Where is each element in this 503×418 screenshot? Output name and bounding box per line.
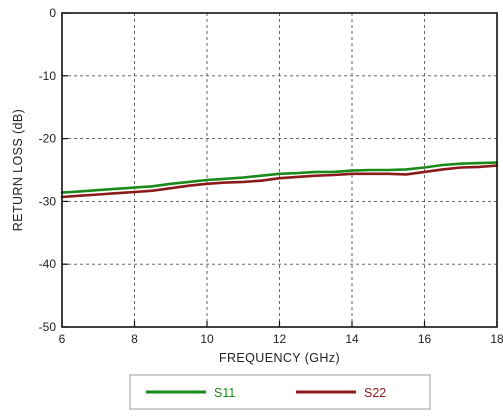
x-tick-label: 12 [273,332,287,346]
x-tick-label: 14 [345,332,359,346]
x-tick-label: 16 [418,332,432,346]
series-line-s11 [60,161,499,194]
legend: S11 S22 [129,374,431,410]
legend-label-s22: S22 [364,386,386,400]
series-line-s22 [60,164,499,199]
y-axis-title: RETURN LOSS (dB) [11,109,25,231]
y-tick-label: 0 [49,6,56,20]
series-lines [60,161,499,199]
y-tick-label: -50 [39,320,57,334]
legend-label-s11: S11 [214,386,235,400]
y-tick-label: -20 [39,132,57,146]
x-axis-title: FREQUENCY (GHz) [219,351,340,365]
x-tick-label: 18 [490,332,503,346]
y-tick-label: -30 [39,194,57,208]
x-tick-label: 8 [131,332,138,346]
y-tick-label: -10 [39,69,57,83]
tick-labels: 6 8 10 12 14 16 18 0 -10 -20 -30 -40 -50 [39,6,503,346]
x-tick-label: 6 [59,332,66,346]
x-tick-label: 10 [200,332,214,346]
y-tick-label: -40 [39,257,57,271]
